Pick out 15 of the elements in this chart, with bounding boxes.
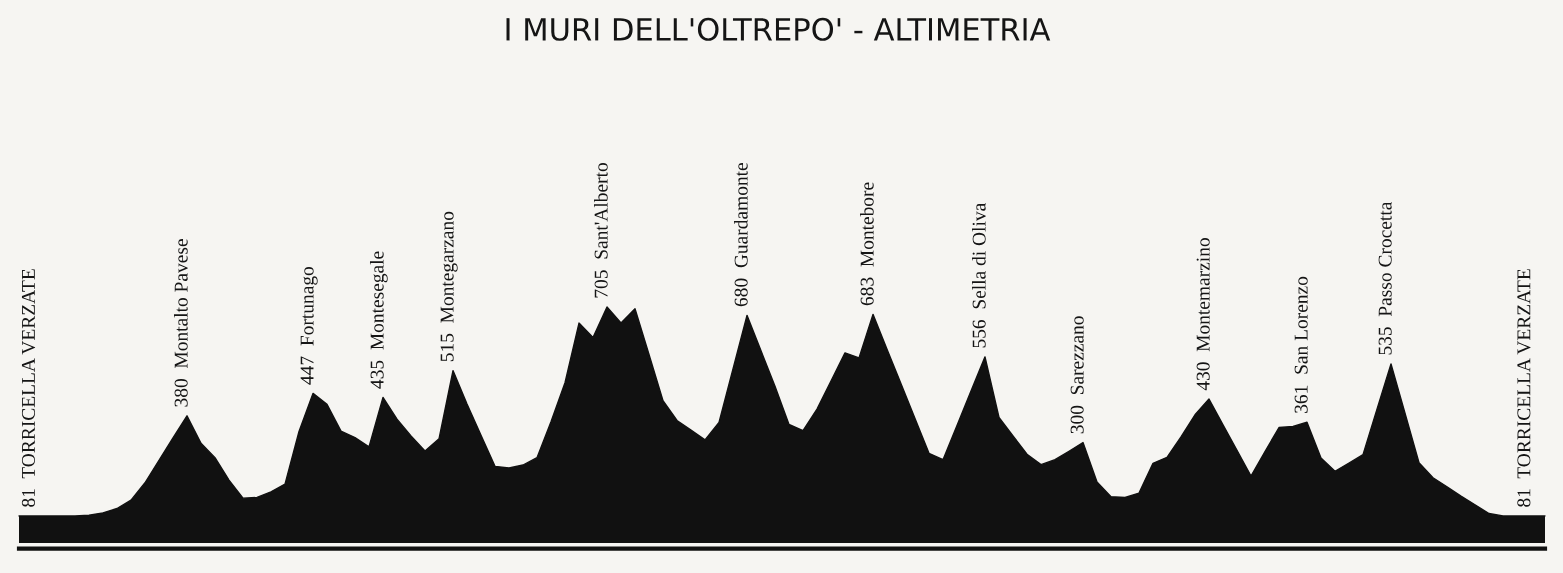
data-label: 361 San Lorenzo [1294, 276, 1308, 413]
chart-title: I MURI DELL'OLTREPO' - ALTIMETRIA [506, 17, 1051, 41]
data-label: 535 Passo Crocetta [1378, 201, 1392, 355]
data-label: 680 Guardamonte [734, 163, 748, 307]
data-label: 300 Sarezzano [1070, 316, 1084, 434]
data-label: 435 Montesegale [369, 251, 388, 389]
data-label: 81 TORRICELLA VERZATE [1517, 269, 1531, 507]
data-label: 556 Sella di Oliva [972, 203, 986, 348]
data-label: 380 Montalto Pavese [174, 239, 188, 407]
data-label: 81 TORRICELLA VERZATE [21, 269, 36, 507]
data-label: 447 Fortunago [300, 266, 318, 385]
data-label: 683 Montebore [860, 182, 874, 306]
data-label: 705 Sant'Alberto [594, 163, 608, 298]
data-label: 430 Montemarzino [1196, 238, 1210, 391]
data-label: 515 Montegarzano [440, 211, 458, 362]
